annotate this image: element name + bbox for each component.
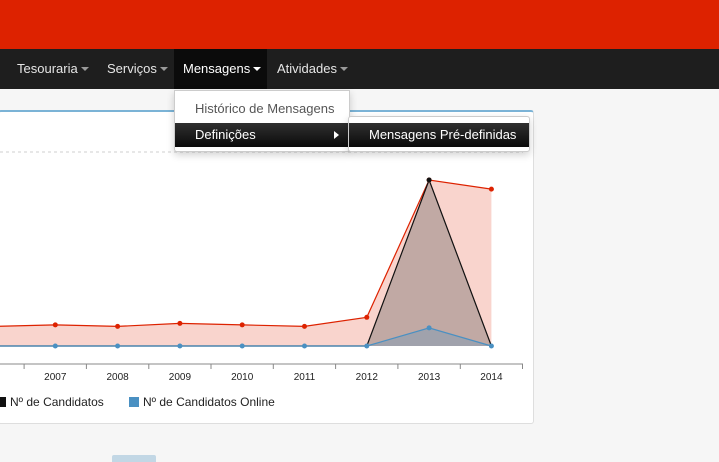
x-tick-label: 2013 (418, 372, 441, 383)
data-point (488, 186, 494, 192)
series-area-2 (0, 327, 492, 346)
x-tick-label: 2012 (356, 372, 379, 383)
data-point (52, 343, 58, 349)
top-header-bar (0, 0, 719, 49)
x-tick-label: 2014 (480, 372, 503, 383)
legend-item-candidatos[interactable]: Nº de Candidatos (0, 395, 104, 409)
data-point (177, 343, 183, 349)
caret-down-icon (80, 66, 89, 71)
x-tick-label: 2010 (231, 372, 254, 383)
menu-item-label: Histórico de Mensagens (195, 101, 335, 116)
nav-item-tesouraria[interactable]: Tesouraria (8, 49, 98, 89)
data-point (302, 343, 307, 349)
partial-panel-edge (112, 455, 156, 462)
data-point (426, 177, 432, 183)
main-navbar: Tesouraria Serviços Mensagens Atividades (0, 49, 719, 89)
menu-item-label: Mensagens Pré-definidas (369, 127, 517, 142)
legend-swatch-black (0, 397, 6, 407)
nav-item-label: Tesouraria (17, 61, 78, 76)
legend-item-candidatos-online[interactable]: Nº de Candidatos Online (129, 395, 275, 409)
menu-item-label: Definições (195, 127, 256, 142)
caret-down-icon (253, 66, 262, 71)
data-point (115, 343, 121, 349)
nav-item-servicos[interactable]: Serviços (98, 49, 177, 89)
caret-right-icon (334, 131, 339, 139)
menu-item-mensagens-predefinidas[interactable]: Mensagens Pré-definidas (349, 123, 529, 147)
data-point (364, 314, 370, 320)
data-point (239, 322, 245, 328)
menu-item-definicoes[interactable]: Definições (175, 123, 349, 147)
x-tick-label: 2008 (106, 372, 129, 383)
legend-label: Nº de Candidatos (10, 395, 104, 409)
x-tick-label: 2011 (294, 372, 316, 383)
definicoes-submenu: Mensagens Pré-definidas (348, 116, 530, 152)
x-tick-label: 2007 (44, 372, 67, 383)
mensagens-dropdown-menu: Histórico de Mensagens Definições (174, 90, 350, 152)
data-point (426, 325, 432, 331)
caret-down-icon (339, 66, 348, 71)
nav-item-label: Mensagens (183, 61, 251, 76)
data-point (52, 322, 58, 328)
legend-swatch-blue (129, 397, 139, 407)
data-point (115, 323, 121, 329)
data-point (364, 343, 370, 349)
data-point (177, 320, 183, 326)
nav-item-label: Atividades (277, 61, 337, 76)
data-point (239, 343, 245, 349)
data-point (488, 343, 494, 349)
nav-item-label: Serviços (107, 61, 157, 76)
data-point (302, 323, 307, 329)
menu-item-historico[interactable]: Histórico de Mensagens (175, 97, 349, 121)
series-area-1 (0, 180, 492, 346)
caret-down-icon (159, 66, 168, 71)
nav-item-atividades[interactable]: Atividades (268, 49, 357, 89)
nav-item-mensagens[interactable]: Mensagens (174, 49, 267, 89)
x-tick-label: 2009 (169, 372, 192, 383)
legend-label: Nº de Candidatos Online (143, 395, 275, 409)
series-area-0 (0, 180, 492, 346)
